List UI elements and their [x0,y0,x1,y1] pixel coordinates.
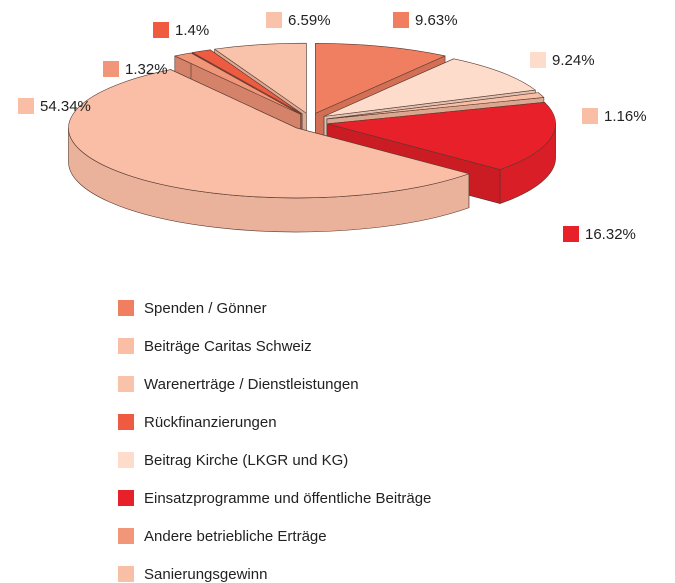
slice [315,43,446,114]
legend-label: Sanierungsgewinn [144,566,267,583]
legend-swatch [118,528,134,544]
legend-label: Rückfinanzierungen [144,414,277,431]
value-label: 9.63% [415,12,458,29]
value-label: 54.34% [40,98,91,115]
value-label-swatch [582,108,598,124]
slice-shade [500,123,556,204]
value-label-swatch [393,12,409,28]
value-label: 6.59% [288,12,331,29]
legend-label: Warenerträge / Dienstleistungen [144,376,359,393]
slice [192,49,303,115]
value-label-swatch [563,226,579,242]
slice [68,69,470,199]
value-label-swatch [266,12,282,28]
legend-swatch [118,452,134,468]
slice [323,58,536,117]
legend-swatch [118,566,134,582]
legend-label: Beiträge Caritas Schweiz [144,338,312,355]
value-label: 1.4% [175,22,209,39]
legend-label: Andere betriebliche Erträge [144,528,327,545]
slice [326,92,545,120]
value-label-swatch [18,98,34,114]
legend-swatch [118,300,134,316]
value-label: 1.16% [604,108,647,125]
legend-swatch [118,376,134,392]
legend-label: Spenden / Gönner [144,300,267,317]
value-label-swatch [153,22,169,38]
legend-label: Einsatzprogramme und öffentliche Beiträg… [144,490,431,507]
value-label-swatch [103,61,119,77]
value-label: 9.24% [552,52,595,69]
slice [327,101,556,170]
legend-swatch [118,338,134,354]
value-label: 1.32% [125,61,168,78]
value-label: 16.32% [585,226,636,243]
slice [174,52,301,115]
value-label-swatch [530,52,546,68]
legend-label: Beitrag Kirche (LKGR und KG) [144,452,348,469]
legend-swatch [118,414,134,430]
slice-shade [68,127,469,232]
legend-swatch [118,490,134,506]
slice [214,42,307,114]
